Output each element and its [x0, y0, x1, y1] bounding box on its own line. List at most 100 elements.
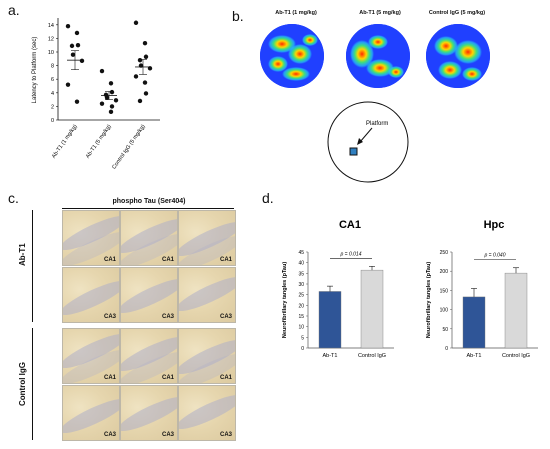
data-point: [137, 57, 143, 63]
data-point: [65, 23, 71, 29]
header-rule: [62, 208, 234, 209]
stain-header: phospho Tau (Ser404): [112, 198, 186, 205]
y-tick-label: 2: [51, 104, 54, 110]
y-tick-label: 45: [298, 250, 304, 256]
y-tick-label: 100: [440, 308, 449, 314]
region-label: CA1: [103, 375, 116, 381]
group-label-ab-t1: Ab-T1: [18, 243, 27, 266]
panel-label-a: a.: [8, 2, 20, 18]
data-point: [65, 82, 71, 87]
x-category-label: Control IgG: [502, 353, 530, 359]
y-axis-label: Neurofibrillary tangles (pTau): [282, 262, 288, 338]
data-point: [79, 58, 85, 64]
heatmap-label-1: Ab-T1 (1 mg/kg): [275, 10, 317, 16]
y-tick-label: 50: [442, 327, 448, 333]
p-value-annotation: p = 0.040: [484, 253, 506, 259]
heatmap-ab-t1-5mg: [346, 24, 410, 88]
data-point: [109, 104, 115, 109]
data-point: [70, 52, 76, 57]
y-tick-label: 0: [445, 346, 448, 352]
region-label: CA3: [219, 314, 232, 320]
y-tick-label: 14: [48, 23, 54, 29]
bar: [360, 269, 384, 349]
heatmap-label-2: Ab-T1 (5 mg/kg): [359, 10, 401, 16]
data-point: [113, 98, 119, 103]
chart-title: CA1: [339, 219, 361, 231]
y-tick-label: 0: [301, 346, 304, 352]
micrograph-tile: CA3: [62, 385, 120, 441]
chart-title: Hpc: [484, 219, 505, 231]
region-label: CA3: [103, 432, 116, 438]
y-tick-label: 5: [301, 335, 304, 341]
micrograph-panel: phospho Tau (Ser404) Ab-T1 Control IgG C…: [0, 196, 250, 449]
x-category-label: Ab-T1: [323, 353, 338, 359]
pool-schematic: Platform: [327, 101, 409, 183]
region-label: CA1: [103, 257, 116, 263]
panel-label-d: d.: [262, 190, 274, 206]
y-tick-label: 4: [51, 91, 54, 97]
cell-layer-band: [121, 391, 177, 437]
micrograph-tile: CA1: [62, 210, 120, 266]
data-point: [143, 54, 149, 59]
platform-square: [349, 147, 358, 156]
region-label: CA1: [219, 375, 232, 381]
micrograph-tile: CA3: [120, 385, 178, 441]
cell-layer-band: [121, 273, 177, 319]
y-tick-label: 35: [298, 271, 304, 277]
region-label: CA3: [161, 314, 174, 320]
micrograph-tile: CA1: [178, 210, 236, 266]
platform-label: Platform: [366, 121, 388, 127]
y-tick-label: 8: [51, 64, 54, 70]
y-tick-label: 25: [298, 293, 304, 299]
micrograph-tile: CA3: [120, 267, 178, 323]
bar: [504, 272, 528, 349]
micrograph-tile: CA1: [178, 328, 236, 384]
y-tick-label: 6: [51, 77, 54, 83]
y-tick-label: 0: [51, 118, 54, 124]
group-label-control-igg: Control IgG: [18, 362, 27, 406]
data-point: [74, 30, 80, 36]
micrograph-tile: CA3: [62, 267, 120, 323]
data-point: [69, 43, 75, 49]
x-category-label: Ab-T1 (1 mg/kg): [51, 124, 79, 160]
y-tick-label: 20: [298, 303, 304, 309]
cell-layer-band: [179, 389, 235, 435]
data-point: [99, 101, 105, 106]
bar: [318, 291, 342, 349]
heatmap-label-3: Control IgG (5 mg/kg): [428, 10, 486, 16]
bar: [462, 296, 486, 349]
x-category-label: Ab-T1: [467, 353, 482, 359]
group-bracket-1: [32, 210, 33, 322]
x-category-label: Control IgG (5 mg/kg): [111, 124, 146, 171]
y-tick-label: 150: [440, 288, 449, 294]
data-point: [104, 95, 110, 100]
micrograph-tile: CA1: [120, 210, 178, 266]
micrograph-tile: CA3: [178, 267, 236, 323]
data-point: [142, 40, 148, 46]
region-label: CA1: [219, 257, 232, 263]
micrograph-tile: CA1: [120, 328, 178, 384]
y-tick-label: 40: [298, 261, 304, 267]
y-tick-label: 30: [298, 282, 304, 288]
data-point: [108, 109, 114, 115]
heatmap-control-igg: [426, 24, 490, 88]
region-label: CA3: [103, 314, 116, 320]
y-tick-label: 10: [298, 325, 304, 331]
heatmap-ab-t1-1mg: [260, 24, 324, 88]
region-label: CA3: [161, 432, 174, 438]
region-label: CA3: [219, 432, 232, 438]
latency-scatter-chart: 0 2 4 6 8 10 12 14 Ab-T1 (1 mg/kg) Ab-T1 (5 mg/kg…: [32, 18, 160, 171]
data-point: [143, 91, 149, 96]
y-tick-label: 250: [440, 250, 449, 256]
data-point: [133, 20, 139, 25]
data-point: [108, 81, 114, 86]
x-category-label: Control IgG: [358, 353, 386, 359]
data-point: [133, 74, 139, 79]
y-tick-label: 200: [440, 269, 449, 275]
tangle-bar-charts: CA1 Neurofibrillary tangles (pTau) 0 5 10 15 2…: [282, 219, 538, 359]
region-label: CA1: [161, 257, 174, 263]
panel-label-b: b.: [232, 8, 244, 24]
y-axis-label: Neurofibrillary tangles (pTau): [426, 262, 432, 338]
data-point: [99, 68, 105, 74]
micrograph-tile: CA3: [178, 385, 236, 441]
